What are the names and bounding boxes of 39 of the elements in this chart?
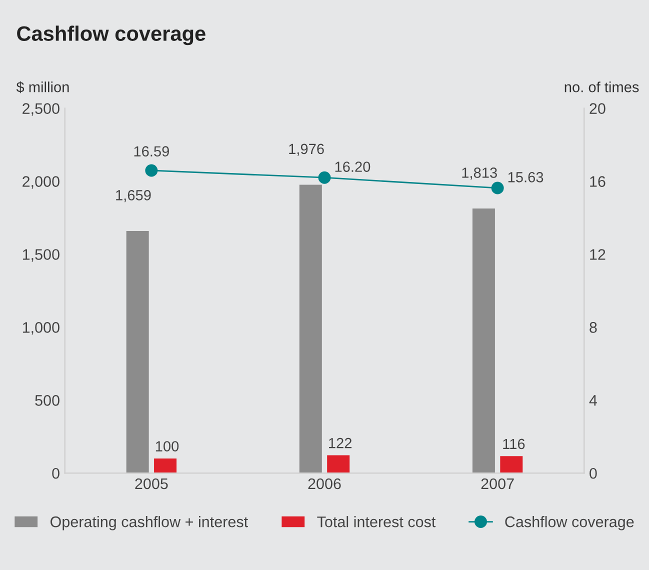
y-tick-label: 0 xyxy=(52,468,60,479)
y2-tick-label: 20 xyxy=(590,103,606,114)
y-tick-label: 500 xyxy=(35,395,60,406)
text: 100 xyxy=(156,441,179,452)
x-tick-label: 2006 xyxy=(308,478,341,490)
text: 1,659 xyxy=(116,190,151,202)
bar xyxy=(472,208,495,474)
text: 122 xyxy=(329,438,352,448)
text: 16.59 xyxy=(134,146,169,157)
y2-tick-label: 8 xyxy=(590,322,597,333)
text: 1,813 xyxy=(462,168,497,180)
y-tick-label: 2,500 xyxy=(22,103,60,116)
y2-tick-label: 0 xyxy=(590,468,597,479)
text: 15.63 xyxy=(508,172,544,182)
y-tick-label: 1,500 xyxy=(22,249,60,262)
y-tick-label: 1,000 xyxy=(22,322,60,335)
bar xyxy=(126,231,149,474)
x-tick-label: 2005 xyxy=(135,478,168,490)
y2-tick-label: 16 xyxy=(590,176,606,187)
point xyxy=(318,171,331,184)
point xyxy=(145,164,158,177)
y-axis-title: $ million xyxy=(16,81,69,94)
legend-label: Cashflow coverage xyxy=(505,516,634,530)
y2-tick-label: 12 xyxy=(590,249,606,260)
y2-axis-title: no. of times xyxy=(564,82,639,92)
bar xyxy=(299,184,322,474)
chart-title: Cashflow coverage xyxy=(17,26,206,46)
text: 116 xyxy=(503,438,525,450)
x-tick-label: 2007 xyxy=(481,478,514,490)
text: 1,976 xyxy=(289,144,324,156)
legend-label: Operating cashflow + interest xyxy=(50,516,248,530)
legend-label: Total interest cost xyxy=(317,516,436,528)
point xyxy=(491,182,504,194)
bar xyxy=(500,456,523,474)
y2-tick-label: 4 xyxy=(589,395,598,406)
bar xyxy=(154,458,177,474)
bar xyxy=(327,455,350,474)
y-tick-label: 2,000 xyxy=(22,176,60,189)
text: 16.20 xyxy=(335,162,370,172)
